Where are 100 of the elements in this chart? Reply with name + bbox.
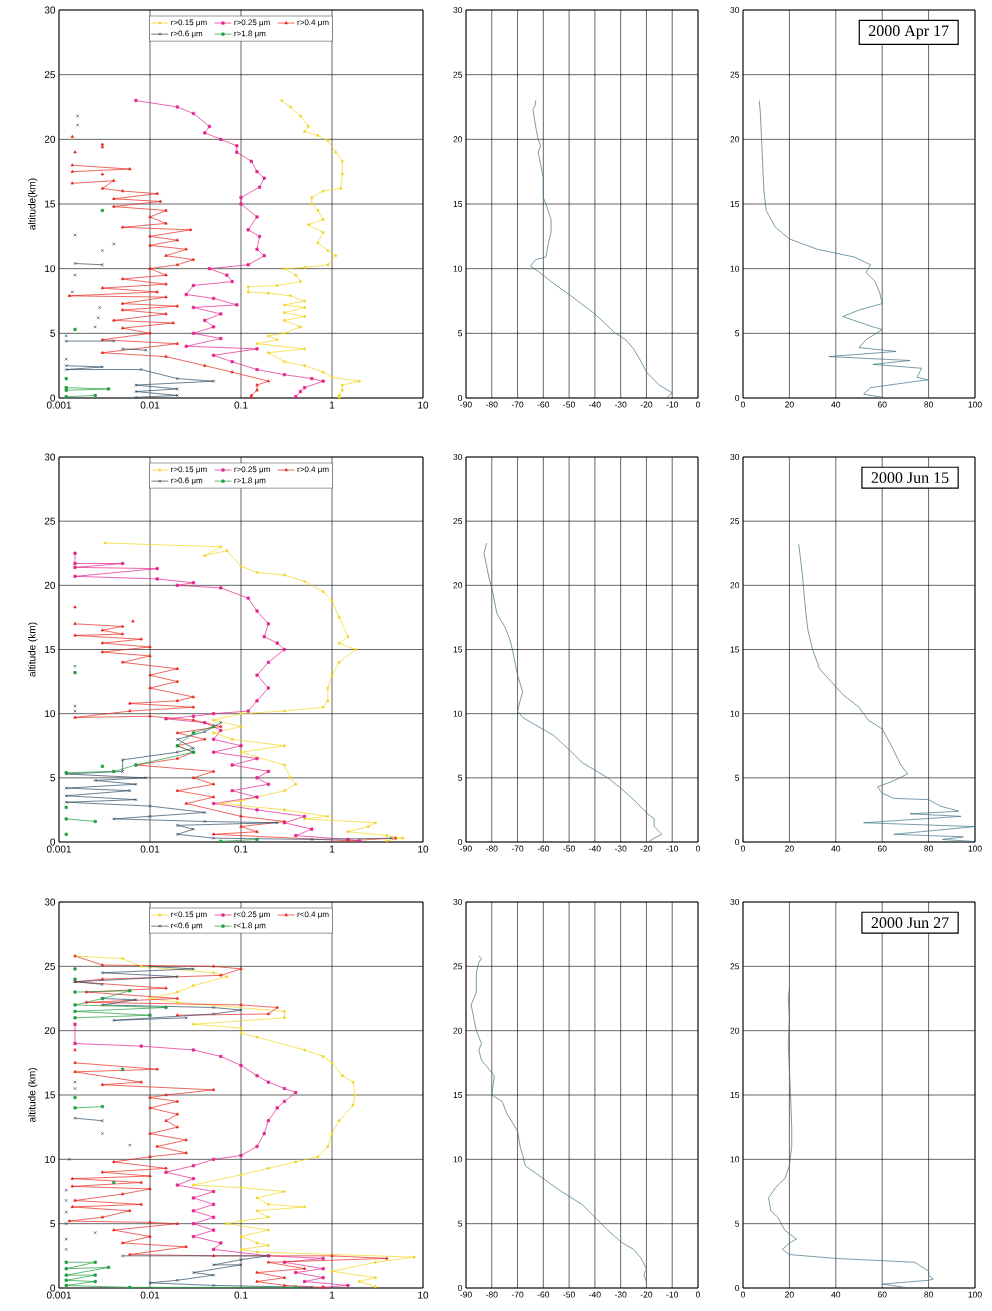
x-tick-label: 100 — [968, 845, 982, 852]
x-tick-label: 20 — [785, 845, 794, 852]
y-tick-label: 30 — [453, 7, 463, 14]
y-tick-label: 0 — [50, 394, 56, 402]
y-tick-label: 15 — [453, 1092, 463, 1098]
legend-label: r>0.15 μm — [171, 19, 207, 27]
y-tick-label: 25 — [453, 518, 463, 525]
legend-label: r<0.4 μm — [297, 911, 329, 919]
x-tick-label: -10 — [666, 845, 679, 852]
y-tick-label: 15 — [45, 646, 56, 653]
x-tick-label: 40 — [831, 845, 841, 852]
x-tick-label: -10 — [666, 1291, 679, 1298]
y-tick-label: 25 — [453, 963, 463, 970]
x-tick-label: -60 — [537, 401, 550, 408]
y-tick-label: 20 — [44, 581, 56, 589]
y-tick-label: 5 — [735, 1220, 740, 1227]
y-tick-label: 10 — [45, 1155, 56, 1163]
x-tick-label: -60 — [537, 845, 550, 852]
y-tick-label: 20 — [730, 136, 740, 143]
y-tick-label: 10 — [45, 265, 56, 273]
y-tick-label: 25 — [44, 962, 56, 970]
x-tick-label: 0.01 — [140, 1291, 160, 1299]
x-tick-label: -60 — [537, 1291, 550, 1298]
y-tick-label: 5 — [458, 774, 463, 781]
y-tick-label: 5 — [458, 330, 463, 337]
y-tick-label: 10 — [453, 265, 463, 272]
x-tick-label: -30 — [614, 845, 627, 852]
x-tick-label: -40 — [589, 845, 601, 852]
x-tick-label: 1 — [329, 401, 335, 409]
x-tick-label: -70 — [511, 845, 524, 852]
x-tick-label: 0.1 — [234, 1291, 248, 1299]
y-tick-label: 25 — [730, 71, 740, 78]
x-tick-label: 80 — [924, 1291, 933, 1298]
x-tick-label: -40 — [589, 1291, 601, 1298]
y-tick-label: 15 — [453, 646, 463, 653]
x-tick-label: -50 — [563, 1291, 575, 1298]
x-tick-label: 10 — [418, 845, 429, 853]
y-tick-label: 10 — [453, 1156, 463, 1163]
x-tick-label: 80 — [924, 845, 933, 852]
y-tick-label: 25 — [44, 517, 56, 525]
x-tick-label: 20 — [785, 401, 794, 408]
y-tick-label: 15 — [45, 200, 56, 208]
legend-label: r>0.4 μm — [297, 466, 329, 474]
x-tick-label: -30 — [614, 1291, 627, 1298]
x-tick-label: -30 — [614, 401, 627, 408]
y-tick-label: 5 — [50, 329, 56, 337]
x-tick-label: -80 — [486, 845, 498, 852]
y-tick-label: 30 — [44, 898, 56, 906]
x-tick-label: -20 — [640, 1291, 653, 1298]
legend-label: r>0.6 μm — [171, 30, 203, 38]
y-tick-label: 10 — [45, 710, 56, 718]
x-tick-label: 40 — [831, 1291, 841, 1298]
y-tick-label: 0 — [458, 395, 463, 402]
y-tick-label: 30 — [44, 6, 56, 14]
x-tick-label: -90 — [460, 1291, 472, 1298]
annotation: 2000 Jun 27 — [871, 917, 949, 929]
legend-label: r<0.6 μm — [171, 922, 203, 930]
y-tick-label: 20 — [453, 582, 463, 589]
x-tick-label: -50 — [563, 401, 575, 408]
legend-label: r<1.8 μm — [234, 922, 266, 930]
x-tick-label: 60 — [877, 845, 887, 852]
legend-label: r>0.6 μm — [171, 477, 203, 485]
y-tick-label: 10 — [730, 1156, 740, 1163]
x-tick-label: 0.1 — [234, 845, 248, 853]
x-tick-label: 0 — [740, 845, 746, 852]
y-tick-label: 0 — [735, 1285, 740, 1292]
x-tick-label: 0.1 — [234, 401, 248, 409]
y-tick-label: 25 — [730, 963, 740, 970]
x-tick-label: 100 — [968, 1291, 982, 1298]
legend-label: r>0.25 μm — [234, 19, 270, 27]
y-tick-label: 30 — [730, 454, 740, 461]
legend-label: r>0.15 μm — [171, 466, 207, 474]
x-tick-label: -10 — [666, 401, 679, 408]
x-tick-label: 0.01 — [140, 401, 160, 409]
y-tick-label: 0 — [50, 838, 56, 846]
legend-label: r<0.25 μm — [234, 911, 270, 919]
legend-label: r>1.8 μm — [234, 30, 266, 38]
x-tick-label: 0.01 — [140, 845, 160, 853]
x-tick-label: -20 — [640, 401, 653, 408]
x-tick-label: 60 — [877, 401, 887, 408]
y-tick-label: 20 — [453, 1027, 463, 1034]
y-tick-label: 20 — [730, 1027, 740, 1034]
x-tick-label: 10 — [418, 1291, 429, 1299]
y-tick-label: 15 — [453, 201, 463, 207]
y-tick-label: 25 — [730, 518, 740, 525]
x-tick-label: 10 — [418, 401, 429, 409]
x-tick-label: 0 — [740, 401, 746, 408]
x-tick-label: 40 — [831, 401, 841, 408]
annotation: 2000 Apr 17 — [868, 25, 949, 40]
y-axis-title: altitude (km) — [28, 622, 38, 677]
x-tick-label: 60 — [877, 1291, 887, 1298]
x-tick-label: -90 — [460, 401, 472, 408]
legend-label: r<0.15 μm — [171, 911, 207, 919]
y-tick-label: 15 — [730, 201, 740, 207]
x-tick-label: 0 — [740, 1291, 746, 1298]
y-tick-label: 25 — [453, 71, 463, 78]
x-tick-label: 0.001 — [46, 1291, 72, 1299]
y-tick-label: 5 — [458, 1220, 463, 1227]
legend-label: r>0.25 μm — [234, 466, 270, 474]
x-tick-label: -80 — [486, 401, 498, 408]
